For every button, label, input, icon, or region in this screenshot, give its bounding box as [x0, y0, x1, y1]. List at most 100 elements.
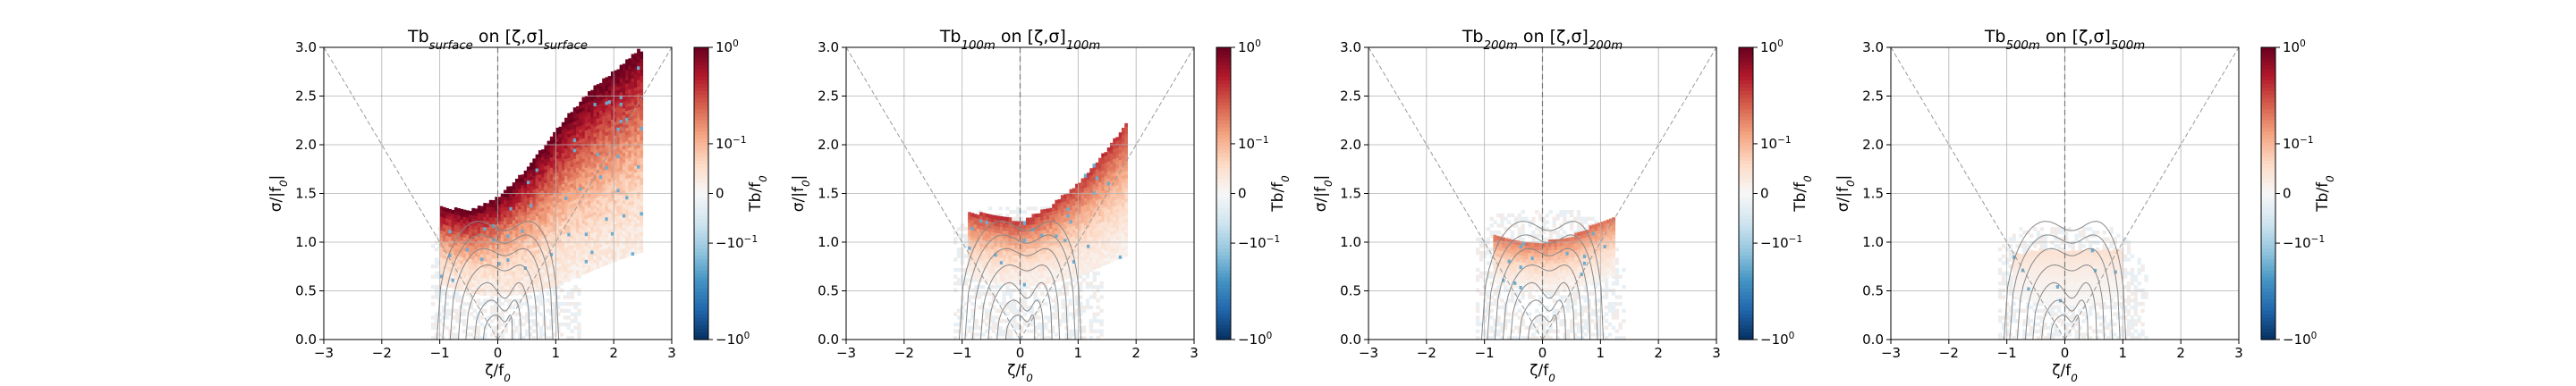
heatmap-cell	[445, 224, 449, 230]
heatmap-cell	[572, 233, 577, 238]
heatmap-cell	[637, 157, 640, 163]
heatmap-cell	[581, 233, 586, 238]
heatmap-cell	[579, 146, 583, 150]
heatmap-cell	[633, 175, 638, 180]
heatmap-cell	[549, 143, 554, 147]
heatmap-cell	[593, 180, 597, 185]
heatmap-cell	[584, 177, 589, 182]
heatmap-cell	[1031, 275, 1036, 280]
heatmap-cell	[1005, 254, 1010, 259]
heatmap-cell	[474, 283, 479, 288]
heatmap-cell	[553, 268, 556, 273]
heatmap-cell	[610, 173, 614, 178]
colorbar-segment	[694, 240, 708, 246]
heatmap-cell	[1048, 256, 1053, 260]
heatmap-cell	[640, 105, 644, 110]
heatmap-cell	[1043, 260, 1047, 264]
heatmap-cell	[579, 231, 583, 236]
bin	[462, 322, 467, 327]
heatmap-cell	[996, 256, 1001, 261]
heatmap-cell	[619, 166, 623, 172]
y-tick-label: 1.0	[295, 234, 317, 250]
heatmap-cell	[564, 271, 568, 275]
bin	[1037, 315, 1041, 320]
heatmap-cell	[593, 190, 597, 196]
heatmap-cell	[596, 97, 600, 102]
bin	[496, 322, 502, 327]
heatmap-cell	[584, 231, 589, 237]
heatmap-cell	[607, 116, 612, 122]
heatmap-cell	[607, 246, 612, 251]
heatmap-cell	[593, 126, 597, 130]
heatmap-cell	[633, 158, 638, 164]
heatmap-cell	[465, 285, 470, 290]
bin	[479, 302, 484, 306]
heatmap-cell	[581, 134, 586, 138]
heatmap-cell	[576, 147, 580, 152]
bin	[462, 302, 467, 306]
heatmap-cell	[523, 218, 528, 222]
heatmap-cell	[979, 256, 983, 261]
colorbar-segment	[694, 167, 708, 172]
heatmap-cell	[558, 130, 563, 134]
heatmap-cell	[991, 269, 995, 273]
heatmap-cell	[453, 255, 458, 259]
heatmap-cell	[1060, 253, 1064, 257]
heatmap-cell	[587, 155, 591, 160]
heatmap-cell	[1057, 256, 1062, 262]
heatmap-cell	[610, 156, 614, 161]
heatmap-cell	[610, 235, 614, 239]
heatmap-cell	[628, 113, 632, 117]
heatmap-cell	[1008, 244, 1013, 249]
heatmap-cell	[579, 204, 583, 208]
heatmap-cell	[492, 234, 496, 239]
heatmap-cell	[610, 132, 614, 137]
bin	[974, 284, 979, 290]
heatmap-cell	[549, 170, 554, 175]
heatmap-cell	[469, 224, 472, 229]
heatmap-cell	[1020, 234, 1024, 239]
heatmap-cell	[1034, 254, 1038, 259]
heatmap-cell	[445, 262, 449, 267]
heatmap-cell	[488, 227, 493, 231]
bin	[1013, 322, 1017, 327]
colorbar-segment	[694, 215, 708, 220]
bin	[577, 329, 581, 333]
heatmap-cell	[532, 182, 537, 187]
heatmap-cell	[572, 196, 577, 200]
bin	[991, 295, 996, 299]
heatmap-cell	[457, 286, 461, 291]
heatmap-cell	[584, 242, 589, 247]
heatmap-cell	[572, 162, 577, 166]
heatmap-cell	[584, 208, 589, 213]
heatmap-cell	[518, 277, 521, 281]
heatmap-cell	[469, 221, 472, 225]
heatmap-cell	[1011, 244, 1015, 249]
heatmap-cell	[538, 177, 542, 181]
heatmap-cell	[460, 263, 464, 268]
heatmap-cell	[1048, 228, 1053, 232]
heatmap-cell	[547, 243, 551, 248]
bin	[1002, 319, 1006, 323]
bin	[995, 322, 1000, 327]
heatmap-cell	[1034, 223, 1038, 228]
heatmap-cell	[538, 228, 542, 233]
bin	[1022, 284, 1028, 290]
bin	[953, 281, 958, 286]
heatmap-cell	[521, 184, 525, 189]
bin	[493, 302, 498, 306]
heatmap-cell	[637, 151, 640, 155]
heatmap-cell	[994, 266, 998, 271]
heatmap-cell	[526, 193, 530, 198]
heatmap-cell	[614, 250, 617, 256]
heatmap-cell	[1025, 234, 1030, 239]
bin	[1072, 329, 1076, 333]
heatmap-cell	[619, 64, 623, 69]
heatmap-cell	[457, 252, 461, 256]
heatmap-cell	[555, 222, 560, 228]
heatmap-cell	[506, 285, 510, 290]
heatmap-cell	[633, 104, 638, 109]
heatmap-cell	[570, 166, 574, 171]
heatmap-cell	[590, 232, 594, 238]
heatmap-cell	[607, 198, 612, 203]
